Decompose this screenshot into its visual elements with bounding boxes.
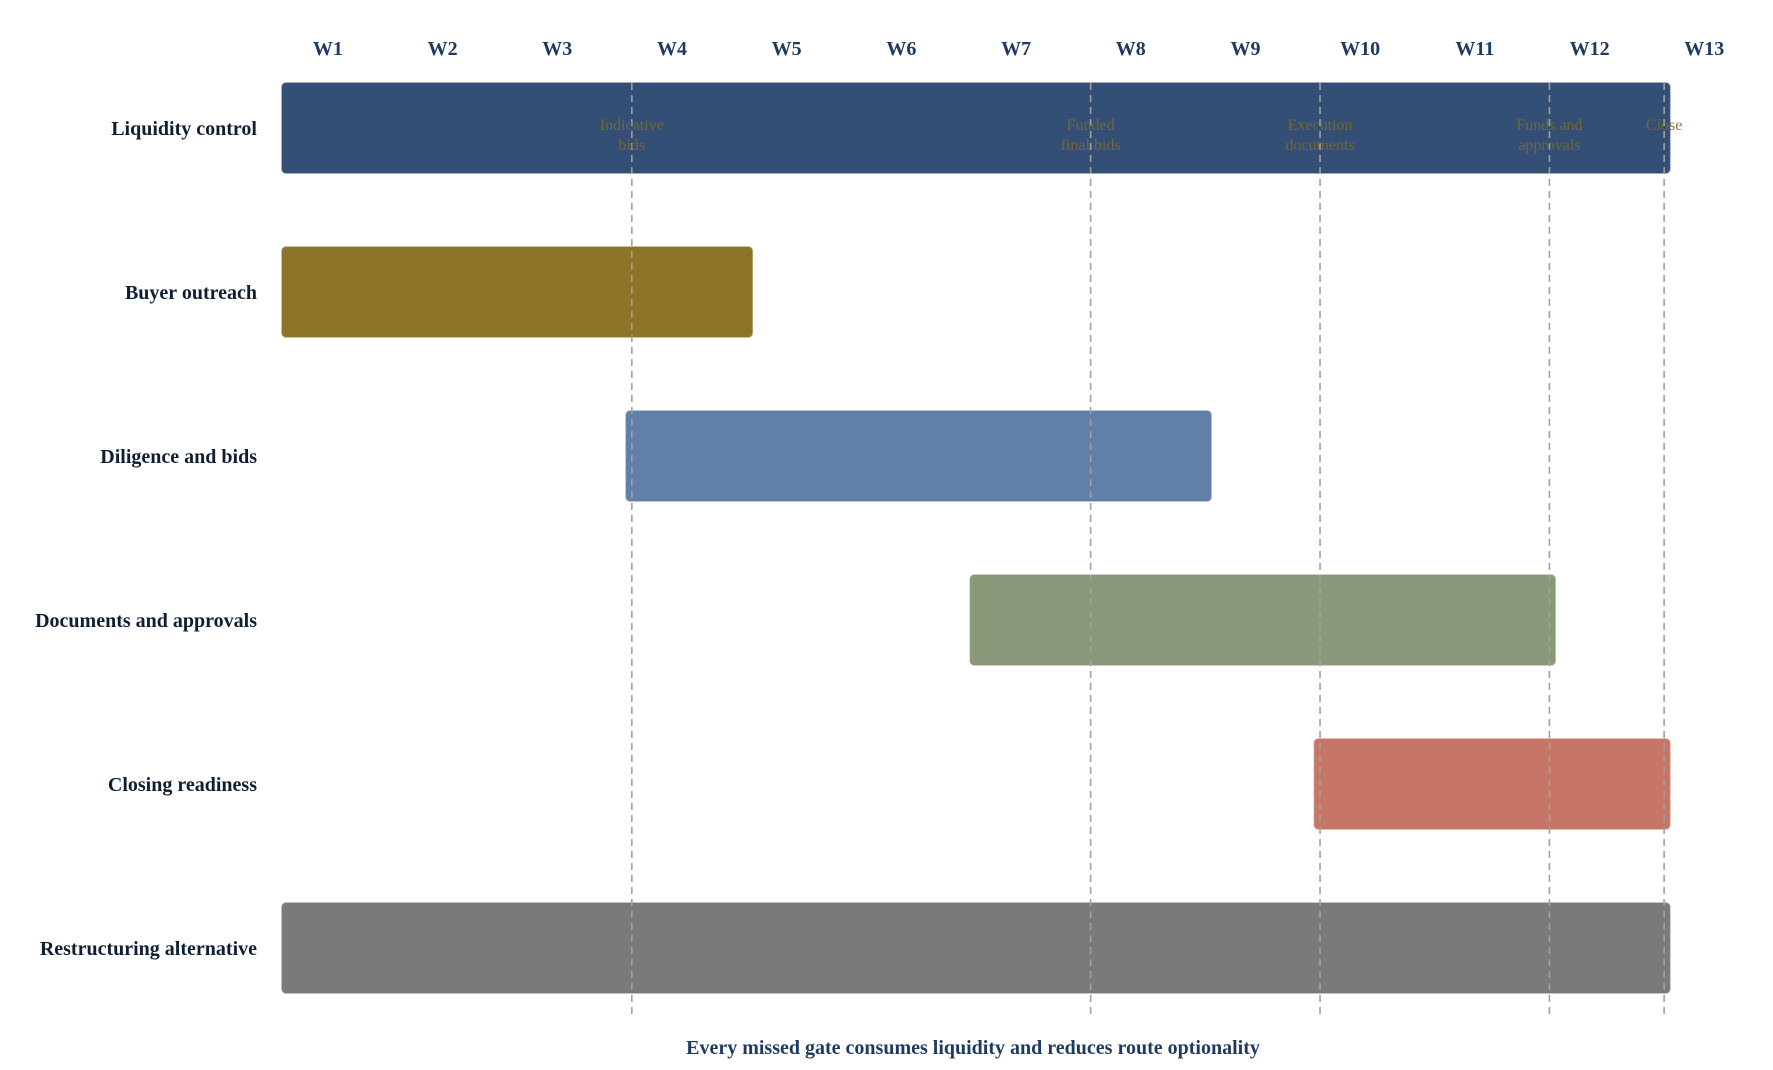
task-bars — [281, 82, 1671, 994]
row-label-documents-and-approvals: Documents and approvals — [35, 610, 257, 632]
week-label-w13: W13 — [1684, 38, 1724, 60]
bar-closing-readiness — [1313, 738, 1671, 830]
week-label-w3: W3 — [542, 38, 572, 60]
row-label-liquidity-control: Liquidity control — [111, 118, 257, 140]
milestone-label-4-line-1: Funds and — [1516, 117, 1582, 134]
bar-diligence-and-bids — [625, 410, 1212, 502]
week-label-w12: W12 — [1570, 38, 1610, 60]
bar-documents-and-approvals — [969, 574, 1556, 666]
week-label-w2: W2 — [428, 38, 458, 60]
week-label-w9: W9 — [1230, 38, 1260, 60]
task-labels: Liquidity control Buyer outreach Diligence… — [35, 118, 257, 960]
milestone-gates: Indicative bids Funded final bids Execution d… — [600, 83, 1682, 1015]
week-label-w6: W6 — [886, 38, 916, 60]
bar-restructuring-alternative — [281, 902, 1671, 994]
week-label-w10: W10 — [1340, 38, 1380, 60]
week-label-w8: W8 — [1116, 38, 1146, 60]
row-label-closing-readiness: Closing readiness — [108, 774, 257, 796]
week-axis: W1 W2 W3 W4 W5 W6 W7 W8 W9 W10 W11 W12 W13 — [313, 38, 1724, 60]
week-label-w5: W5 — [772, 38, 802, 60]
milestone-label-2-line-1: Funded — [1067, 117, 1115, 134]
row-label-buyer-outreach: Buyer outreach — [125, 282, 257, 304]
bar-liquidity-control — [281, 82, 1671, 174]
milestone-label-5-line-1: Close — [1646, 117, 1682, 134]
week-label-w7: W7 — [1001, 38, 1031, 60]
milestone-label-3-line-2: documents — [1285, 137, 1354, 154]
week-label-w4: W4 — [657, 38, 687, 60]
milestone-label-1-line-1: Indicative — [600, 117, 664, 134]
chart-caption: Every missed gate consumes liquidity and… — [686, 1037, 1260, 1059]
week-label-w11: W11 — [1455, 38, 1494, 60]
milestone-label-3-line-1: Execution — [1288, 117, 1353, 134]
row-label-restructuring-alternative: Restructuring alternative — [40, 938, 257, 960]
bar-buyer-outreach — [281, 246, 754, 338]
milestone-label-1-line-2: bids — [618, 137, 645, 154]
milestone-label-4-line-2: approvals — [1518, 137, 1580, 154]
week-label-w1: W1 — [313, 38, 343, 60]
row-label-diligence-and-bids: Diligence and bids — [100, 446, 257, 468]
milestone-label-2-line-2: final bids — [1061, 137, 1121, 154]
